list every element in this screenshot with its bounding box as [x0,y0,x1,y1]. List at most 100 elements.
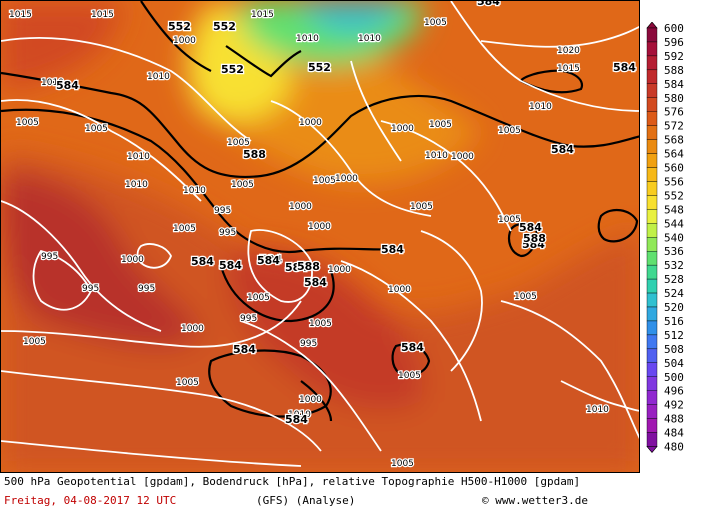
legend-level-label: 592 [664,50,684,63]
legend-level-label: 560 [664,162,684,175]
height-label: 584 [257,254,280,267]
isobar-label: 1005 [23,337,46,347]
model-info: (GFS) (Analyse) [256,494,356,507]
legend-swatch [646,97,658,112]
legend-level-label: 544 [664,217,684,230]
legend-swatch [646,432,658,447]
isobar-label: 1010 [586,405,609,415]
legend-swatch [646,111,658,126]
height-label: 584 [191,255,214,268]
isobar-label: 1015 [557,64,580,74]
legend-level-label: 504 [664,357,684,370]
legend-level-label: 584 [664,78,684,91]
height-label: 584 [285,413,308,426]
isobar-label: 1005 [85,124,108,134]
isobar-label: 1005 [173,224,196,234]
legend-swatch [646,306,658,322]
height-label: 588 [243,148,266,161]
isobar-label: 1000 [388,285,411,295]
height-label: 588 [523,232,546,245]
legend-swatch [646,27,658,43]
height-label: 584 [56,79,79,92]
legend-swatch [646,209,658,224]
map-canvas: 1015 1015 1000 1015 1010 1010 1005 1020 1015 1010… [1,1,639,472]
legend-level-label: 512 [664,329,684,342]
isobar-label: 995 [300,339,317,349]
legend-swatch [646,250,658,266]
isobar-label: 1005 [514,292,537,302]
legend-arrow-bottom [646,446,658,453]
legend-level-label: 576 [664,106,684,119]
isobar-label: 995 [240,314,257,324]
caption-footer: 500 hPa Geopotential [gpdam], Bodendruck… [0,473,640,513]
legend-swatch [646,334,658,350]
legend-swatch [646,41,658,57]
isobar-label: 1005 [498,215,521,225]
legend-arrow-top [646,21,658,29]
isobar-labels: 1015 1015 1000 1015 1010 1010 1005 1020 1015 1010… [8,9,611,470]
isobar-label: 1015 [91,10,114,20]
isobar-label: 1005 [429,120,452,130]
legend-level-label: 600 [664,22,684,35]
legend-swatch [646,278,658,294]
isobar-label: 1000 [335,174,358,184]
legend-level-label: 548 [664,203,684,216]
isobar-label: 1005 [391,459,414,469]
legend-level-label: 480 [664,441,684,454]
height-label: 584 [522,238,545,251]
isobar-label: 1000 [121,255,144,265]
legend-level-label: 516 [664,315,684,328]
height-label: 584 [233,343,256,356]
isobar-label: 1000 [451,152,474,162]
legend-level-label: 496 [664,385,684,398]
legend-level-label: 508 [664,343,684,356]
isobar-label: 1010 [296,34,319,44]
height-label: 584 [219,259,242,272]
legend-level-label: 524 [664,287,684,300]
isobar-label: 1005 [227,138,250,148]
height-label: 584 [613,61,636,74]
isobar-label: 995 [214,206,231,216]
isobar-label: 1010 [41,78,64,88]
legend-swatch [646,139,658,154]
legend-level-label: 580 [664,92,684,105]
legend-swatch [646,348,658,364]
legend-level-label: 528 [664,273,684,286]
height-label: 552 [213,20,236,33]
isobar-label: 1000 [391,124,414,134]
isobar-label: 1005 [424,18,447,28]
legend-swatch [646,55,658,71]
height-label: 552 [168,20,191,33]
legend-swatch [646,167,658,182]
isobar-label: 1010 [127,152,150,162]
isobar-label: 1005 [231,180,254,190]
caption-title: 500 hPa Geopotential [gpdam], Bodendruck… [4,475,581,488]
isobar-label: 1000 [299,395,322,405]
isobar-label: 1015 [9,10,32,20]
isobar-label: 995 [138,284,155,294]
isobar-label: 995 [41,252,58,262]
height-label: 584 [477,1,500,8]
legend-level-label: 540 [664,231,684,244]
isobar-label: 1005 [176,378,199,388]
isobar-label: 1000 [173,36,196,46]
legend-swatch [646,320,658,336]
legend-level-label: 556 [664,175,684,188]
isobar-label: 1005 [313,176,336,186]
height-label: 584 [259,253,282,266]
legend-level-label: 520 [664,301,684,314]
isobar-label: 1005 [398,371,421,381]
valid-date: Freitag, 04-08-2017 12 UTC [4,494,177,507]
isobar-label: 1010 [425,151,448,161]
height-label: 584 [285,261,308,274]
isobar-label: 1010 [529,102,552,112]
legend-swatch [646,195,658,210]
legend-level-label: 500 [664,371,684,384]
legend-swatch [646,181,658,196]
legend-swatch [646,376,658,391]
isobar-label: 1010 [147,72,170,82]
height-label: 552 [308,61,331,74]
isobar-label: 1010 [358,34,381,44]
legend-level-label: 488 [664,413,684,426]
legend-level-label: 536 [664,245,684,258]
